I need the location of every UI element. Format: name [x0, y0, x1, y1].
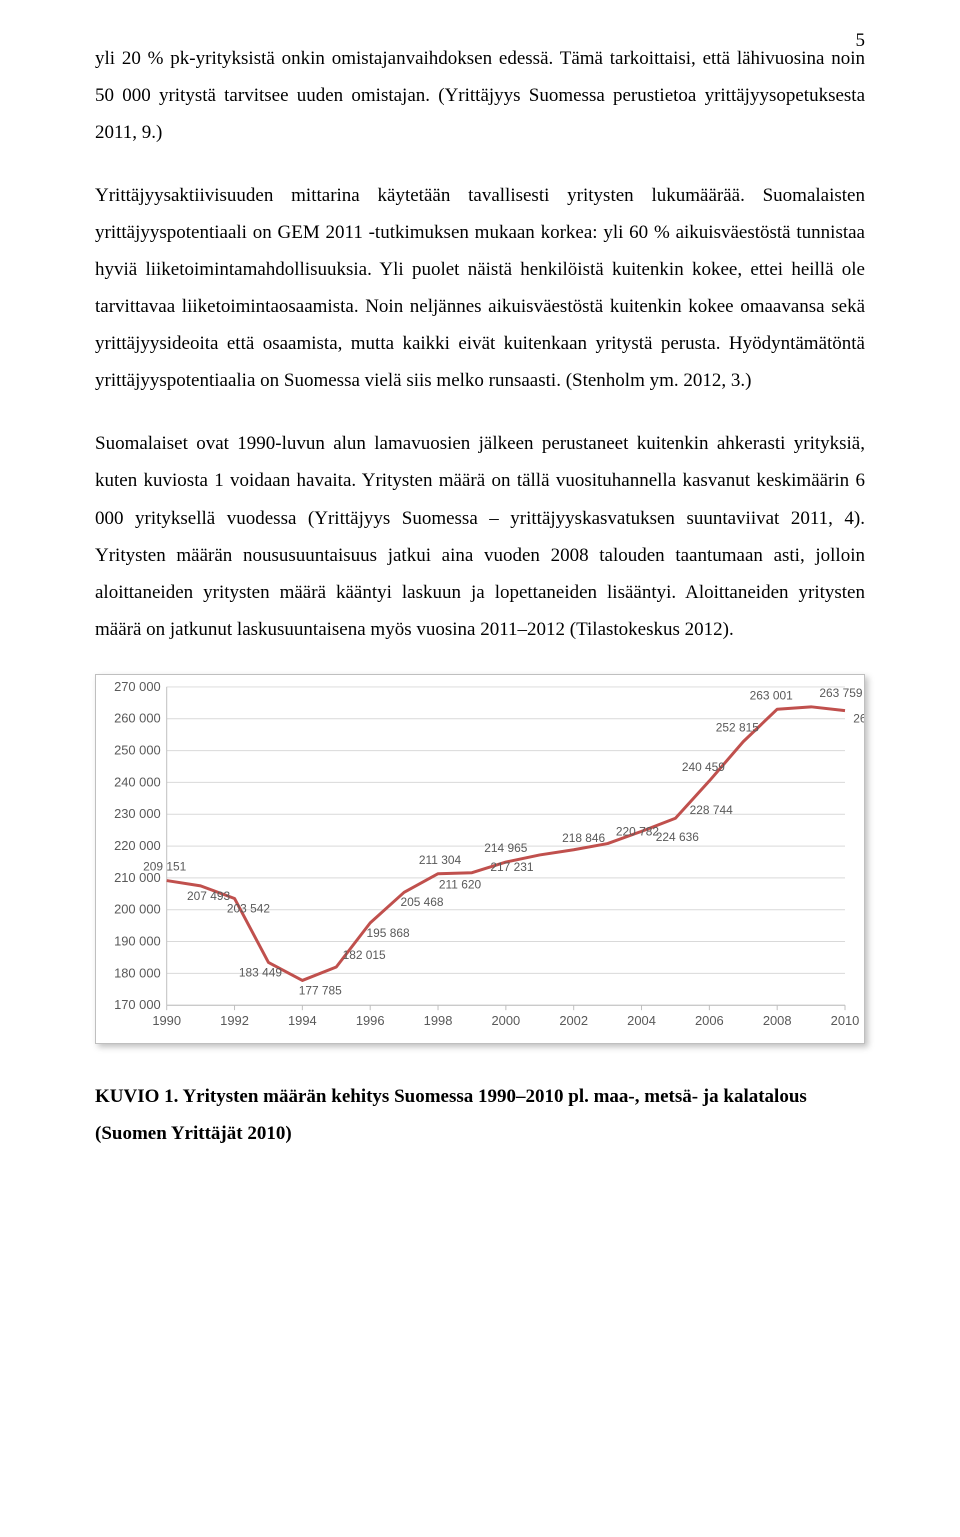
svg-text:250 000: 250 000: [114, 742, 161, 757]
svg-text:177 785: 177 785: [299, 983, 342, 997]
svg-text:1990: 1990: [152, 1013, 181, 1028]
svg-text:209 151: 209 151: [143, 859, 186, 873]
svg-text:220 000: 220 000: [114, 838, 161, 853]
svg-text:2010: 2010: [831, 1013, 860, 1028]
svg-text:260 000: 260 000: [114, 710, 161, 725]
svg-text:1994: 1994: [288, 1013, 317, 1028]
svg-text:207 493: 207 493: [187, 889, 230, 903]
svg-text:2006: 2006: [695, 1013, 724, 1028]
svg-text:1996: 1996: [356, 1013, 385, 1028]
svg-text:203 542: 203 542: [227, 901, 270, 915]
page-container: 5 yli 20 % pk-yrityksistä onkin omistaja…: [0, 0, 960, 1192]
svg-text:2004: 2004: [627, 1013, 656, 1028]
svg-text:200 000: 200 000: [114, 901, 161, 916]
line-chart: 170 000180 000190 000200 000210 000220 0…: [96, 675, 864, 1043]
svg-text:218 846: 218 846: [562, 830, 605, 844]
svg-text:217 231: 217 231: [490, 859, 533, 873]
figure-caption-text: KUVIO 1. Yritysten määrän kehitys Suomes…: [95, 1086, 807, 1144]
paragraph-3: Suomalaiset ovat 1990-luvun alun lamavuo…: [95, 425, 865, 647]
svg-text:240 459: 240 459: [682, 760, 725, 774]
svg-text:214 965: 214 965: [484, 841, 527, 855]
svg-text:228 744: 228 744: [690, 803, 733, 817]
svg-text:270 000: 270 000: [114, 679, 161, 694]
svg-text:220 782: 220 782: [616, 824, 659, 838]
figure-caption: KUVIO 1. Yritysten määrän kehitys Suomes…: [95, 1078, 865, 1152]
svg-text:1992: 1992: [220, 1013, 249, 1028]
svg-text:2008: 2008: [763, 1013, 792, 1028]
svg-text:182 015: 182 015: [343, 948, 386, 962]
svg-text:1998: 1998: [424, 1013, 453, 1028]
svg-text:252 815: 252 815: [716, 720, 759, 734]
svg-text:240 000: 240 000: [114, 774, 161, 789]
svg-text:183 449: 183 449: [239, 965, 282, 979]
svg-text:2000: 2000: [492, 1013, 521, 1028]
paragraph-1: yli 20 % pk-yrityksistä onkin omistajanv…: [95, 40, 865, 151]
svg-text:262 548: 262 548: [853, 711, 864, 725]
svg-text:170 000: 170 000: [114, 997, 161, 1012]
svg-text:2002: 2002: [559, 1013, 588, 1028]
svg-text:224 636: 224 636: [656, 830, 699, 844]
svg-text:180 000: 180 000: [114, 965, 161, 980]
svg-text:195 868: 195 868: [367, 926, 410, 940]
svg-text:205 468: 205 468: [400, 895, 443, 909]
svg-text:230 000: 230 000: [114, 806, 161, 821]
chart-frame: 170 000180 000190 000200 000210 000220 0…: [95, 674, 865, 1044]
svg-text:263 759: 263 759: [819, 686, 862, 700]
page-number: 5: [856, 30, 866, 52]
svg-text:211 304: 211 304: [419, 853, 462, 867]
svg-text:190 000: 190 000: [114, 933, 161, 948]
paragraph-2: Yrittäjyysaktiivisuuden mittarina käytet…: [95, 177, 865, 399]
svg-text:211 620: 211 620: [439, 877, 482, 891]
svg-text:263 001: 263 001: [750, 688, 793, 702]
